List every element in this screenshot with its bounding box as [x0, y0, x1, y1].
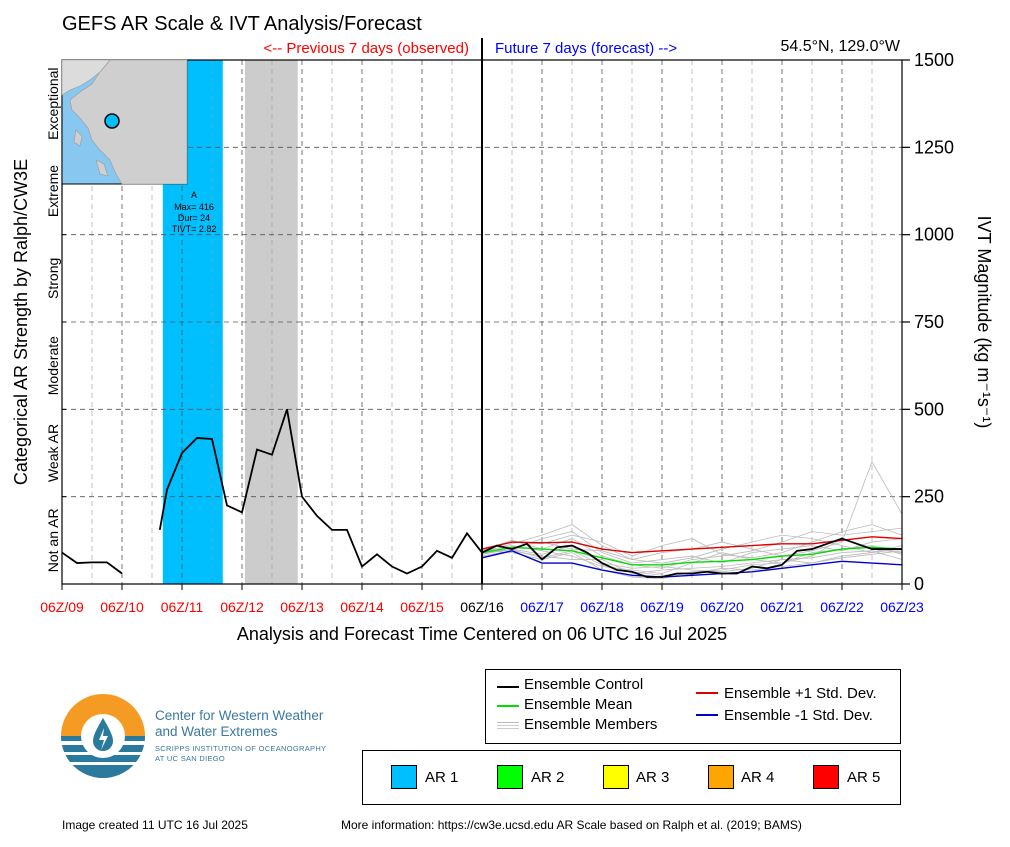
footer-created: Image created 11 UTC 16 Jul 2025	[62, 818, 248, 832]
x-tick-label: 06Z/21	[760, 599, 804, 615]
x-tick-label: 06Z/12	[220, 599, 264, 615]
legend-members-swatch	[497, 722, 519, 723]
ensemble-mean-line	[481, 546, 903, 566]
series-lines	[61, 409, 903, 578]
x-tick-label: 06Z/09	[40, 599, 84, 615]
header-future: Future 7 days (forecast) -->	[495, 40, 677, 57]
x-tick-label: 06Z/16	[460, 599, 504, 615]
axes: Not an AR Weak AR Moderate Strong Extreme Exc…	[40, 38, 954, 615]
legend-minus-sd-swatch	[696, 714, 718, 716]
category-label: Extreme	[45, 165, 61, 217]
ensemble-1-std-dev--line	[481, 550, 903, 578]
series-legend: Ensemble Control Ensemble Mean Ensemble …	[485, 669, 901, 744]
ensemble-control-line	[61, 551, 123, 575]
category-label: Exceptional	[45, 67, 61, 139]
legend-mean-label: Ensemble Mean	[524, 696, 633, 713]
y-tick-label: 1500	[914, 50, 954, 70]
x-tick-label: 06Z/19	[640, 599, 684, 615]
inset-map	[61, 59, 188, 185]
legend-minus-sd-label: Ensemble -1 Std. Dev.	[724, 707, 873, 724]
legend-plus-sd-swatch	[696, 692, 718, 694]
x-tick-label: 06Z/13	[280, 599, 324, 615]
x-axis-label: Analysis and Forecast Time Centered on 0…	[237, 624, 727, 644]
category-label: Moderate	[45, 336, 61, 395]
y-axis-label-left: Categorical AR Strength by Ralph/CW3E	[11, 159, 31, 485]
y-tick-label: 1250	[914, 137, 954, 157]
chart-title: GEFS AR Scale & IVT Analysis/Forecast	[62, 13, 422, 35]
ar-event-max: Max= 416	[174, 202, 214, 212]
header-previous: <-- Previous 7 days (observed)	[263, 40, 469, 57]
y-tick-label: 500	[914, 399, 944, 419]
ar-event-tivt: TIVT= 2.82	[172, 224, 217, 234]
ensemble-control-line	[158, 409, 483, 575]
ar5-label: AR 5	[847, 769, 881, 786]
legend-members-label: Ensemble Members	[524, 716, 658, 733]
x-tick-label: 06Z/20	[700, 599, 744, 615]
x-tick-label: 06Z/23	[880, 599, 924, 615]
logo-line-4: AT UC SAN DIEGO	[155, 754, 226, 763]
y-tick-label: 250	[914, 487, 944, 507]
ar-event-label: A	[191, 190, 197, 200]
ar-event-dur: Dur= 24	[178, 213, 210, 223]
ensemble-control-line	[481, 537, 902, 578]
x-tick-label: 06Z/17	[520, 599, 564, 615]
ensemble-member-line	[481, 524, 903, 564]
legend-mean-swatch	[497, 705, 519, 707]
x-tick-label: 06Z/14	[340, 599, 384, 615]
logo-line-3: SCRIPPS INSTITUTION OF OCEANOGRAPHY	[155, 744, 327, 753]
logo-line-2: and Water Extremes	[155, 724, 278, 739]
x-tick-label: 06Z/15	[400, 599, 444, 615]
legend-control-label: Ensemble Control	[524, 676, 644, 693]
y-tick-label: 0	[914, 574, 924, 594]
ar4-label: AR 4	[741, 769, 775, 786]
y-tick-label: 750	[914, 312, 944, 332]
ar1-label: AR 1	[425, 769, 459, 786]
category-label: Weak AR	[45, 424, 61, 482]
ar1-swatch	[391, 765, 417, 789]
ar2-label: AR 2	[531, 769, 565, 786]
category-label: Not an AR	[45, 508, 61, 572]
cw3e-logo	[61, 694, 145, 778]
x-tick-label: 06Z/11	[161, 599, 204, 615]
ensemble-member-line	[481, 531, 903, 564]
ar3-swatch	[603, 765, 629, 789]
ar3-label: AR 3	[636, 769, 670, 786]
logo-line-1: Center for Western Weather	[155, 708, 324, 723]
legend-control-swatch	[497, 686, 519, 688]
x-tick-label: 06Z/18	[580, 599, 624, 615]
category-label: Strong	[45, 258, 61, 299]
footer-info: More information: https://cw3e.ucsd.edu …	[341, 818, 802, 832]
y-tick-label: 1000	[914, 225, 954, 245]
x-tick-label: 06Z/10	[100, 599, 144, 615]
ensemble-member-line	[481, 524, 903, 559]
y-axis-label-right: IVT Magnitude (kg m⁻¹s⁻¹)	[974, 216, 994, 429]
ensemble-member-line	[481, 527, 903, 569]
x-tick-label: 06Z/22	[820, 599, 864, 615]
ar2-swatch	[497, 765, 523, 789]
ar-category-legend: AR 1 AR 2 AR 3 AR 4 AR 5	[362, 750, 901, 805]
location-label: 54.5°N, 129.0°W	[780, 38, 900, 55]
location-marker-icon	[104, 113, 120, 129]
ar-event-annotation: A Max= 416 Dur= 24 TIVT= 2.82	[172, 190, 217, 234]
ar5-swatch	[813, 765, 839, 789]
ar4-swatch	[708, 765, 734, 789]
legend-plus-sd-label: Ensemble +1 Std. Dev.	[724, 685, 877, 702]
